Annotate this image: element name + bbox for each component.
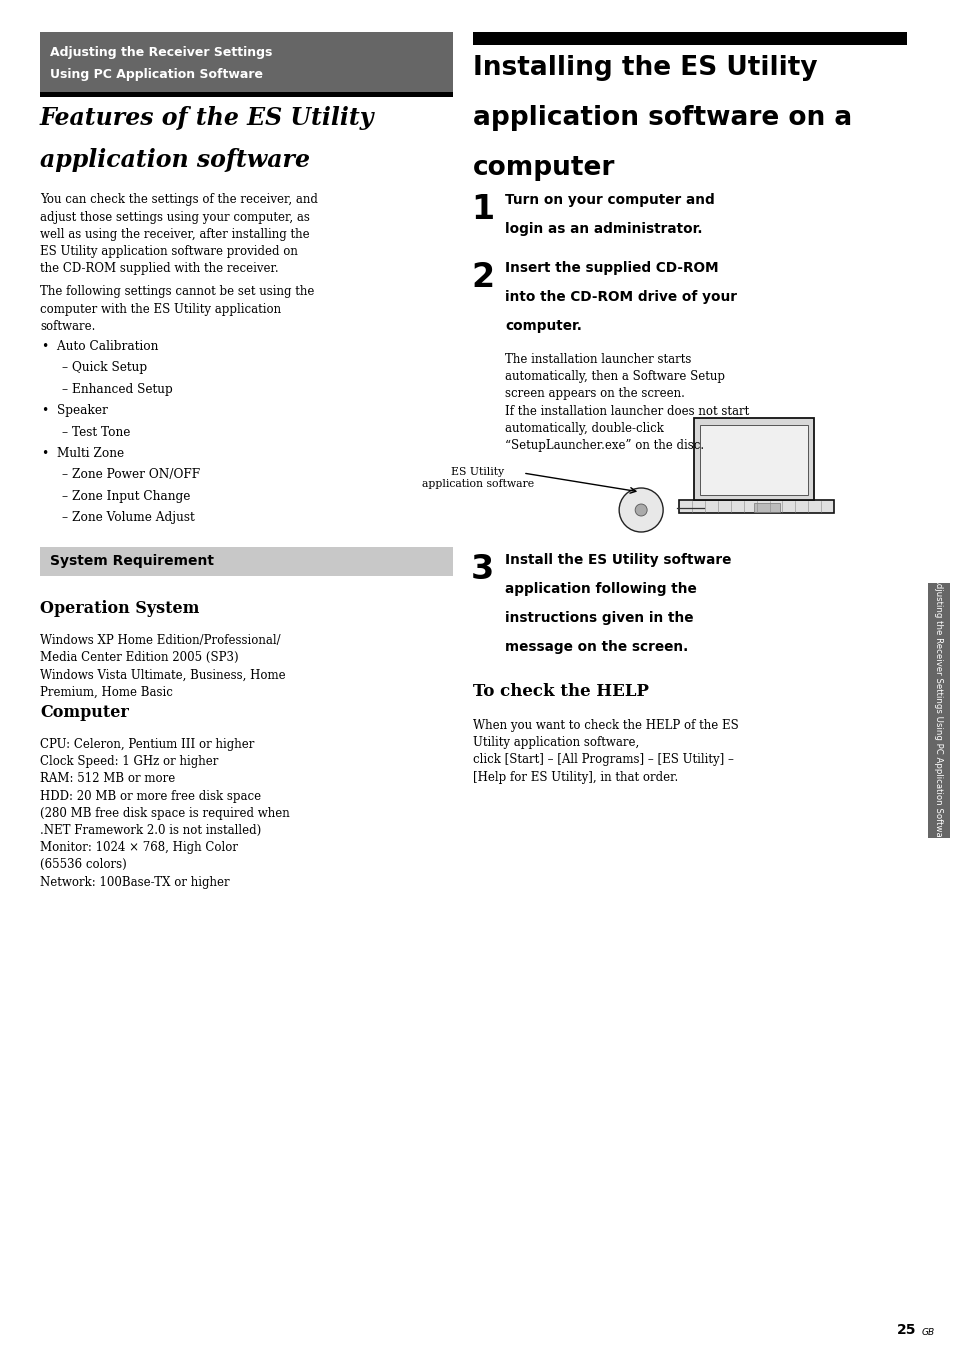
Bar	[927, 583, 948, 838]
Bar	[40, 548, 453, 576]
Text: GB: GB	[921, 1328, 934, 1337]
Text: The installation launcher starts
automatically, then a Software Setup
screen app: The installation launcher starts automat…	[504, 353, 748, 452]
Text: Windows XP Home Edition/Professional/
Media Center Edition 2005 (SP3)
Windows Vi: Windows XP Home Edition/Professional/ Me…	[40, 634, 285, 699]
Text: Using PC Application Software: Using PC Application Software	[50, 68, 263, 81]
Text: 3: 3	[471, 553, 494, 585]
Text: Turn on your computer and: Turn on your computer and	[504, 193, 714, 207]
Text: You can check the settings of the receiver, and
adjust those settings using your: You can check the settings of the receiv…	[40, 193, 317, 276]
Text: instructions given in the: instructions given in the	[504, 611, 693, 625]
Text: ES Utility
application software: ES Utility application software	[421, 466, 534, 489]
Text: To check the HELP: To check the HELP	[473, 683, 648, 700]
Text: •  Speaker: • Speaker	[42, 404, 108, 416]
Polygon shape	[694, 418, 813, 500]
Text: 25: 25	[896, 1324, 915, 1337]
Text: Install the ES Utility software: Install the ES Utility software	[504, 553, 731, 566]
Circle shape	[635, 504, 646, 516]
Text: 1: 1	[471, 193, 494, 226]
Text: Adjusting the Receiver Settings Using PC Application Software: Adjusting the Receiver Settings Using PC…	[934, 576, 943, 845]
Text: message on the screen.: message on the screen.	[504, 639, 687, 654]
Text: Computer: Computer	[40, 704, 129, 721]
Text: into the CD-ROM drive of your: into the CD-ROM drive of your	[504, 289, 737, 304]
Text: The following settings cannot be set using the
computer with the ES Utility appl: The following settings cannot be set usi…	[40, 285, 314, 333]
Text: application software on a: application software on a	[473, 105, 851, 131]
Circle shape	[618, 488, 662, 531]
Text: – Quick Setup: – Quick Setup	[62, 361, 147, 375]
Text: 2: 2	[471, 261, 494, 293]
Text: computer.: computer.	[504, 319, 581, 333]
Bar	[40, 32, 453, 92]
Text: CPU: Celeron, Pentium III or higher
Clock Speed: 1 GHz or higher
RAM: 512 MB or : CPU: Celeron, Pentium III or higher Cloc…	[40, 738, 290, 888]
Bar	[473, 32, 906, 45]
Text: – Test Tone: – Test Tone	[62, 426, 131, 438]
Text: When you want to check the HELP of the ES
Utility application software,
click [S: When you want to check the HELP of the E…	[473, 719, 738, 784]
Text: System Requirement: System Requirement	[50, 554, 213, 568]
Text: application software: application software	[40, 149, 310, 173]
Text: – Zone Volume Adjust: – Zone Volume Adjust	[62, 511, 194, 525]
Text: Operation System: Operation System	[40, 600, 199, 617]
Text: login as an administrator.: login as an administrator.	[504, 222, 701, 237]
Text: Installing the ES Utility: Installing the ES Utility	[473, 55, 817, 81]
Text: computer: computer	[473, 155, 615, 181]
FancyBboxPatch shape	[679, 500, 833, 512]
Text: – Enhanced Setup: – Enhanced Setup	[62, 383, 172, 396]
Text: Insert the supplied CD-ROM: Insert the supplied CD-ROM	[504, 261, 718, 274]
Text: Features of the ES Utility: Features of the ES Utility	[40, 107, 375, 131]
Text: – Zone Input Change: – Zone Input Change	[62, 489, 191, 503]
Text: •  Auto Calibration: • Auto Calibration	[42, 339, 158, 353]
Bar	[753, 503, 779, 512]
Text: application following the: application following the	[504, 581, 696, 596]
Text: – Zone Power ON/OFF: – Zone Power ON/OFF	[62, 469, 200, 481]
Text: •  Multi Zone: • Multi Zone	[42, 448, 124, 460]
Text: Adjusting the Receiver Settings: Adjusting the Receiver Settings	[50, 46, 273, 59]
Bar	[40, 92, 453, 96]
Bar	[700, 425, 807, 495]
